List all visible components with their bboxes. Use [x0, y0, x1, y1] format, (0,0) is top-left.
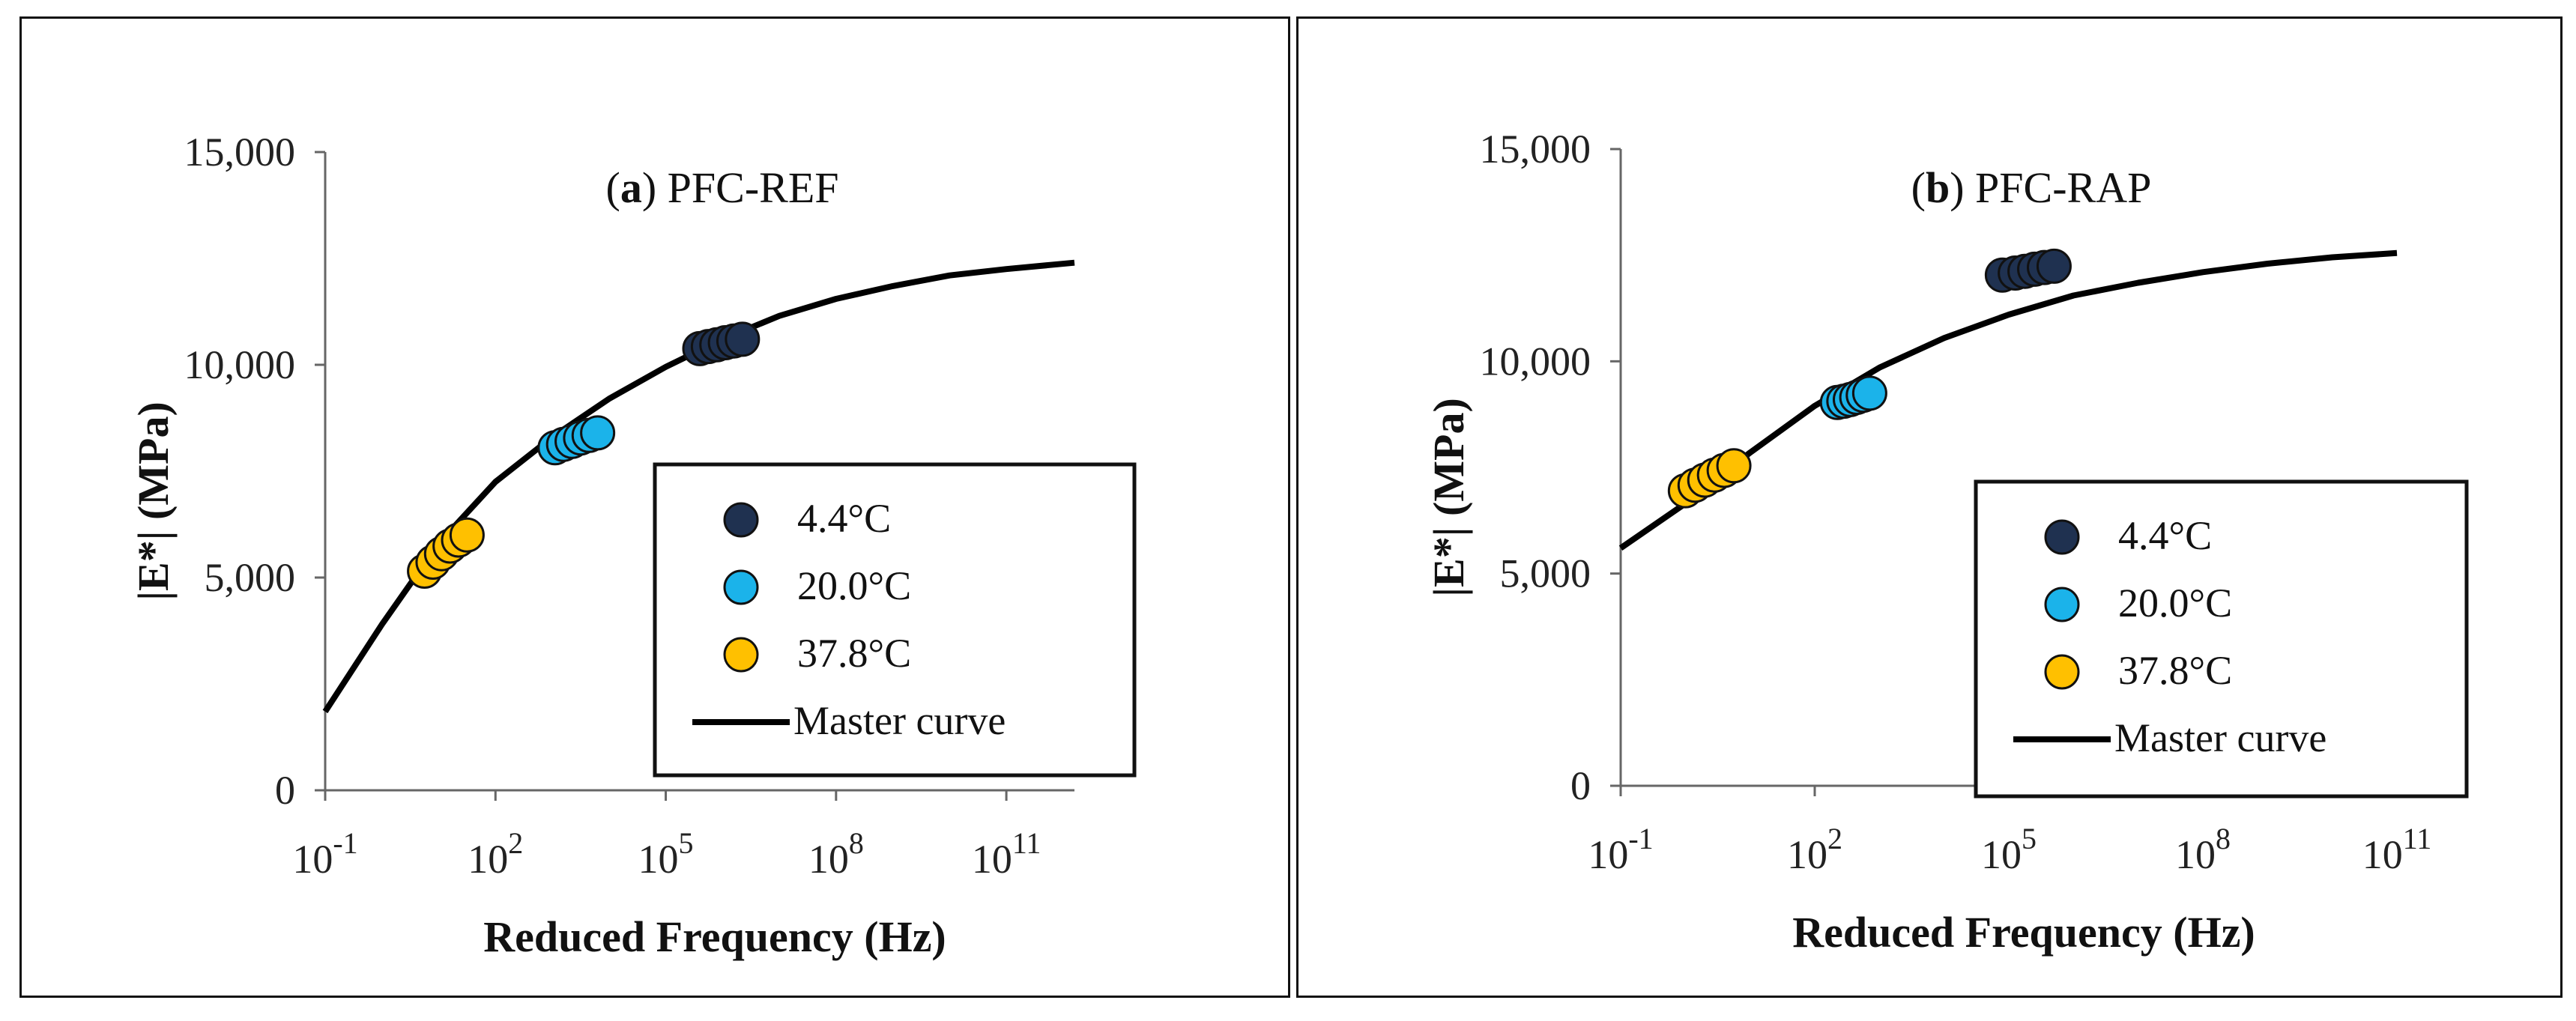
chart-a-title: (a) PFC-REF [605, 163, 838, 212]
chart-a-title-text: ) PFC-REF [642, 163, 839, 212]
chart-a-legend-label: 37.8°C [797, 631, 911, 676]
chart-b-x-axis-title: Reduced Frequency (Hz) [1792, 908, 2255, 957]
chart-b-title-label: b [1926, 163, 1950, 212]
chart-b-y-tick-label: 15,000 [1480, 127, 1591, 172]
chart-a-legend-label: Master curve [793, 698, 1006, 743]
chart-a-point-378C-5 [449, 517, 485, 553]
chart-b-x-tick-label: 105 [1981, 822, 2037, 877]
chart-a-legend-label: 4.4°C [797, 496, 891, 541]
chart-b-y-axis-title: |E*| (MPa) [1424, 398, 1473, 597]
chart-a-x-tick-label: 105 [638, 826, 694, 882]
chart-a-svg: (a) PFC-REF 0 5,000 10,000 15,000 10-1 102 105 1… [129, 130, 1137, 961]
chart-b-y-tick-label: 5,000 [1500, 551, 1591, 596]
chart-b-master-curve-line [1618, 249, 2398, 551]
chart-panel-a: (a) PFC-REF 0 5,000 10,000 15,000 10-1 102 105 1… [19, 16, 1290, 998]
chart-b-x-tick-label: 108 [2175, 822, 2231, 877]
chart-a-legend-marker [723, 637, 759, 673]
chart-b-x-tick-label: 1011 [2362, 822, 2432, 877]
chart-b-x-tick-label: 102 [1787, 822, 1842, 877]
chart-a-x-tick-label: 1011 [972, 826, 1041, 882]
chart-a-y-tick-label: 0 [275, 768, 295, 813]
chart-a-x-tick-label: 102 [468, 826, 523, 882]
chart-b-svg: (b) PFC-RAP 0 5,000 10,000 15,000 10-1 102 105 1… [1424, 127, 2469, 957]
chart-b-legend-marker [2044, 654, 2080, 690]
chart-a-title-label: a [620, 163, 642, 212]
chart-a-point-44C-5 [725, 321, 761, 357]
chart-a-y-tick-label: 5,000 [205, 555, 296, 600]
chart-b-x-tick-label: 10-1 [1588, 822, 1653, 877]
chart-b-y-tick-label: 10,000 [1480, 339, 1591, 384]
chart-b-legend-marker [2044, 519, 2080, 555]
chart-b-legend-marker [2044, 587, 2080, 622]
chart-a-point-200C-5 [580, 415, 616, 451]
chart-b-point-200C-5 [1851, 375, 1887, 411]
chart-a-legend-marker [723, 502, 759, 538]
chart-a-y-axis-title: |E*| (MPa) [129, 402, 178, 601]
chart-b-point-378C-5 [1716, 448, 1752, 484]
chart-b-legend-label: 37.8°C [2118, 648, 2232, 693]
chart-a-x-axis-title: Reduced Frequency (Hz) [483, 912, 946, 961]
chart-b-legend-label: 20.0°C [2118, 581, 2232, 625]
chart-a-legend-marker [723, 569, 759, 605]
chart-b-point-44C-5 [2036, 248, 2072, 284]
chart-b-legend-label: Master curve [2114, 715, 2326, 760]
chart-a-x-tick-label: 10-1 [292, 826, 357, 882]
chart-panel-b: (b) PFC-RAP 0 5,000 10,000 15,000 10-1 102 105 1… [1296, 16, 2563, 998]
chart-b-y-tick-label: 0 [1570, 763, 1591, 808]
chart-a-y-tick-label: 15,000 [184, 130, 296, 175]
chart-b-legend-label: 4.4°C [2118, 513, 2212, 558]
chart-b-title: (b) PFC-RAP [1911, 163, 2152, 212]
chart-a-legend-label: 20.0°C [797, 563, 911, 608]
chart-a-y-tick-label: 10,000 [184, 342, 296, 387]
chart-b-title-text: ) PFC-RAP [1950, 163, 2151, 212]
chart-a-x-tick-label: 108 [808, 826, 864, 882]
